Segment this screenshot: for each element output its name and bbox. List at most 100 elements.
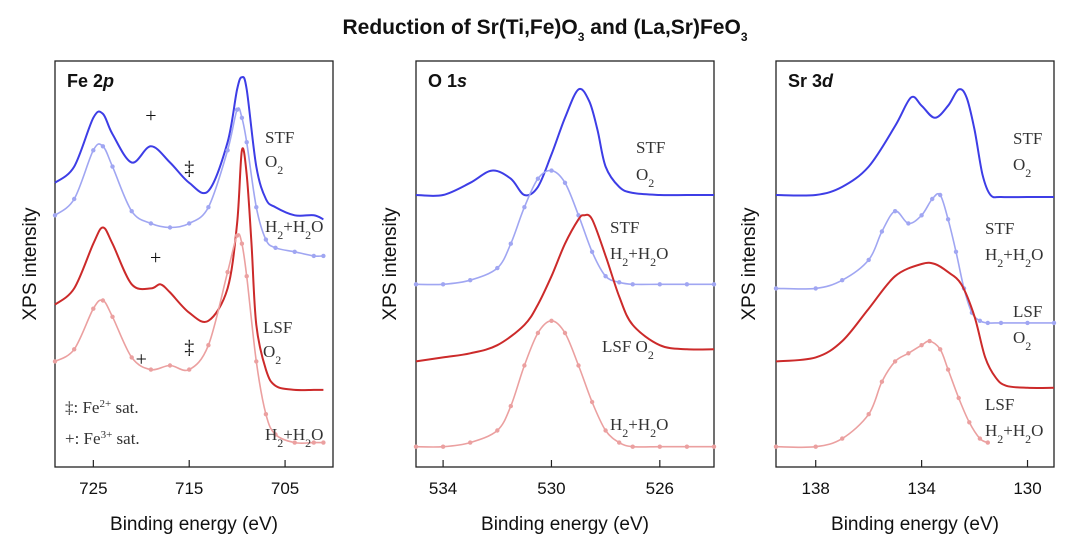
series-point <box>234 233 240 238</box>
series-label: LSF O2 <box>1013 302 1042 353</box>
series-stf-h2-h2o: H2+H2O <box>52 107 326 259</box>
series-point <box>129 209 134 214</box>
series-point <box>773 286 779 291</box>
series-label: STF O2 <box>636 138 665 190</box>
series-point <box>273 245 278 250</box>
series-point <box>311 253 316 259</box>
x-tick-label: 134 <box>907 479 935 498</box>
plot-frame <box>775 60 1055 468</box>
series-label: LSF O2 <box>263 318 292 367</box>
panel-title: Sr 3d <box>788 71 834 91</box>
series-point <box>413 444 419 449</box>
satellite-marker: + <box>150 247 161 269</box>
series-label: STF O2 <box>1013 129 1042 180</box>
x-tick-label: 534 <box>429 479 457 498</box>
panel-title: Fe 2p <box>67 71 114 91</box>
series-point <box>562 330 568 336</box>
series-point <box>919 343 924 348</box>
series-point <box>263 412 269 417</box>
series-point <box>440 444 446 449</box>
series-label: LSF O2 <box>602 337 654 362</box>
series-point <box>892 209 898 214</box>
series-label: STF H2+H2O <box>985 219 1043 270</box>
series-point <box>468 440 473 445</box>
series-label: STF O2 <box>265 128 294 177</box>
series-point <box>945 217 951 222</box>
series-point <box>938 192 943 198</box>
series-point <box>684 282 690 287</box>
series-point <box>254 359 259 364</box>
series-point <box>1025 320 1030 326</box>
series-point <box>244 140 249 145</box>
series-point <box>522 205 527 210</box>
series-point <box>148 367 154 372</box>
series-point <box>967 420 972 425</box>
y-axis-label: XPS intensity <box>380 207 401 320</box>
series-point <box>72 347 77 352</box>
series-point <box>985 320 990 326</box>
series-point <box>413 282 419 287</box>
series-point <box>110 314 115 319</box>
series-point <box>292 440 297 445</box>
series-point <box>927 338 932 344</box>
x-tick-label: 715 <box>175 479 203 498</box>
series-point <box>549 168 554 173</box>
series-point <box>239 115 245 121</box>
series-point <box>254 205 259 210</box>
series-point <box>167 225 173 230</box>
series-point <box>100 144 106 149</box>
legend-fe3-sat: +: Fe3+ sat. <box>65 429 140 448</box>
satellite-marker: ‡ <box>184 336 194 358</box>
series-stf-h2-h2o: STF H2+H2O <box>773 192 1057 326</box>
series-line <box>54 76 324 221</box>
panel-fe-2p: Fe 2p 725 715 705 Binding energy (eV) XPS int… <box>20 60 334 535</box>
series-line <box>775 340 989 449</box>
panel-sr-3d: Sr 3d 138 134 130 Binding energy (eV) XPS int… <box>739 60 1057 535</box>
legend-fe2-sat: ‡: Fe2+ sat. <box>65 398 139 417</box>
series-point <box>187 221 192 226</box>
series-point <box>239 241 245 246</box>
series-line <box>54 147 324 392</box>
panel-title: O 1s <box>428 71 467 91</box>
series-point <box>906 221 911 226</box>
series-point <box>206 205 211 210</box>
series-stf-o2: STF O2 <box>54 76 324 221</box>
series-point <box>866 412 871 417</box>
series-point <box>91 306 96 311</box>
series-line <box>775 88 1054 199</box>
series-point <box>840 436 845 441</box>
series-point <box>684 444 690 449</box>
series-stf-h2-h2o: STF H2+H2O <box>413 168 717 287</box>
series-lsf-h2-h2o: LSF H2+H2O <box>773 338 1043 449</box>
series-point <box>244 274 249 279</box>
y-axis-label: XPS intensity <box>20 207 41 320</box>
series-point <box>879 229 885 234</box>
plot-frame <box>54 60 334 468</box>
series-line <box>775 261 1055 389</box>
x-axis-label: Binding energy (eV) <box>831 514 999 535</box>
series-line <box>415 213 715 363</box>
series-point <box>187 367 192 372</box>
series-point <box>225 269 230 275</box>
series-point <box>321 440 326 445</box>
series-point <box>630 444 635 449</box>
series-label: H2+H2O <box>610 415 668 440</box>
panel-o-1s: O 1s 534 530 526 Binding energy (eV) XPS inte… <box>380 60 717 535</box>
x-tick-label: 130 <box>1013 479 1041 498</box>
series-point <box>72 196 77 202</box>
series-point <box>945 367 951 372</box>
series-point <box>617 280 622 285</box>
x-tick-label: 526 <box>646 479 674 498</box>
series-point <box>589 249 595 254</box>
series-point <box>52 213 58 218</box>
series-point <box>263 237 269 242</box>
series-point <box>657 444 662 449</box>
series-point <box>508 241 513 246</box>
series-point <box>522 363 527 368</box>
x-tick-label: 725 <box>79 479 107 498</box>
series-stf-o2: STF O2 <box>415 87 714 197</box>
series-point <box>311 440 316 445</box>
series-point <box>617 440 622 445</box>
series-point <box>985 440 990 445</box>
